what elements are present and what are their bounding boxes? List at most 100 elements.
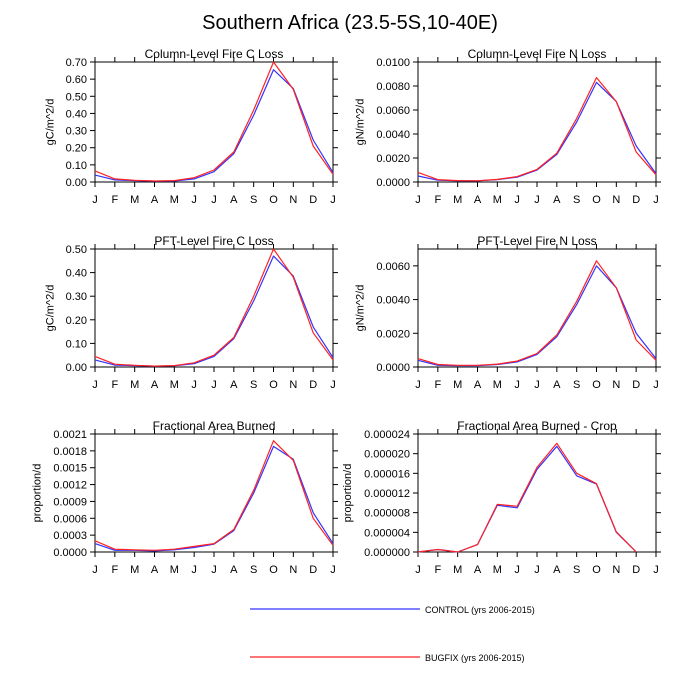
x-tick-label: O — [269, 564, 278, 576]
y-tick-label: 0.20 — [66, 143, 87, 155]
y-tick-label: 0.00 — [66, 177, 87, 189]
x-tick-label: S — [573, 564, 580, 576]
x-tick-label: J — [653, 379, 659, 391]
x-tick-label: A — [553, 379, 561, 391]
x-tick-label: A — [553, 194, 561, 206]
series-line-bugfix — [417, 76, 657, 182]
y-tick-label: 0.0000 — [376, 362, 410, 374]
x-tick-label: D — [309, 564, 317, 576]
y-tick-label: 0.20 — [66, 315, 87, 327]
x-tick-label: J — [191, 564, 197, 576]
series-line-control — [94, 69, 334, 182]
x-tick-label: J — [514, 194, 520, 206]
x-tick-label: J — [534, 564, 540, 576]
y-axis-label: gN/m^2/d — [355, 99, 367, 146]
legend: CONTROL (yrs 2006-2015) BUGFIX (yrs 2006-… — [250, 605, 535, 663]
y-tick-label: 0.0000 — [376, 177, 410, 189]
x-tick-label: J — [653, 564, 659, 576]
x-tick-label: F — [111, 194, 118, 206]
y-axis-label: gC/m^2/d — [44, 99, 56, 146]
x-tick-label: J — [92, 564, 98, 576]
x-tick-label: M — [453, 379, 462, 391]
x-tick-label: F — [434, 564, 441, 576]
series-line-bugfix — [417, 442, 637, 553]
series-line-control — [94, 255, 334, 367]
x-tick-label: J — [415, 194, 421, 206]
x-tick-label: J — [514, 379, 520, 391]
x-tick-label: D — [309, 194, 317, 206]
plot-frame — [417, 61, 657, 183]
y-axis-label: proportion/d — [342, 464, 354, 523]
series-line-bugfix — [417, 260, 657, 366]
x-tick-label: J — [415, 379, 421, 391]
y-tick-label: 0.000000 — [364, 547, 410, 559]
series-line-bugfix — [94, 440, 334, 551]
plot-frame — [94, 433, 334, 553]
y-tick-label: 0.000004 — [364, 527, 410, 539]
y-tick-label: 0.0060 — [376, 105, 410, 117]
series-line-bugfix — [94, 248, 334, 367]
legend-label-bugfix: BUGFIX (yrs 2006-2015) — [425, 653, 525, 663]
y-tick-label: 0.0021 — [53, 429, 87, 441]
series-line-control — [417, 265, 657, 367]
y-tick-label: 0.000012 — [364, 488, 410, 500]
y-tick-label: 0.50 — [66, 91, 87, 103]
x-tick-label: N — [289, 194, 297, 206]
y-tick-label: 0.000016 — [364, 468, 410, 480]
series-line-control — [94, 445, 334, 552]
y-tick-label: 0.0020 — [376, 153, 410, 165]
y-tick-label: 0.0003 — [53, 530, 87, 542]
x-tick-label: D — [632, 564, 640, 576]
x-tick-label: M — [493, 194, 502, 206]
x-tick-label: J — [92, 379, 98, 391]
y-tick-label: 0.60 — [66, 74, 87, 86]
y-tick-label: 0.0015 — [53, 463, 87, 475]
x-tick-label: J — [514, 564, 520, 576]
x-tick-label: F — [111, 564, 118, 576]
y-tick-label: 0.0006 — [53, 513, 87, 525]
figure-title: Southern Africa (23.5-5S,10-40E) — [202, 12, 498, 34]
x-tick-label: S — [250, 564, 257, 576]
x-tick-label: A — [230, 194, 238, 206]
legend-label-control: CONTROL (yrs 2006-2015) — [425, 605, 535, 615]
x-tick-label: M — [130, 564, 139, 576]
x-tick-label: J — [191, 194, 197, 206]
x-tick-label: M — [130, 379, 139, 391]
y-tick-label: 0.0020 — [376, 328, 410, 340]
x-tick-label: N — [289, 379, 297, 391]
x-tick-label: M — [493, 564, 502, 576]
plot-frame — [94, 248, 334, 368]
x-tick-label: S — [573, 379, 580, 391]
x-tick-label: A — [151, 379, 159, 391]
y-axis-label: proportion/d — [32, 464, 44, 523]
y-tick-label: 0.70 — [66, 57, 87, 69]
x-tick-label: J — [211, 379, 217, 391]
x-tick-label: J — [330, 564, 336, 576]
x-tick-label: J — [534, 379, 540, 391]
x-tick-label: A — [474, 564, 482, 576]
y-tick-label: 0.10 — [66, 160, 87, 172]
x-tick-label: J — [653, 194, 659, 206]
y-tick-label: 0.0080 — [376, 81, 410, 93]
x-tick-label: A — [230, 564, 238, 576]
y-tick-label: 0.0040 — [376, 129, 410, 141]
y-tick-label: 0.0000 — [53, 547, 87, 559]
chart-title: PFT-Level Fire C Loss — [154, 234, 273, 248]
x-tick-label: S — [573, 194, 580, 206]
plot-frame — [417, 433, 657, 553]
x-tick-label: N — [612, 194, 620, 206]
plot-frame — [417, 248, 657, 368]
y-tick-label: 0.0100 — [376, 57, 410, 69]
x-tick-label: J — [415, 564, 421, 576]
x-tick-label: J — [211, 194, 217, 206]
x-tick-label: N — [612, 379, 620, 391]
x-tick-label: D — [632, 379, 640, 391]
y-tick-label: 0.30 — [66, 291, 87, 303]
x-tick-label: M — [453, 564, 462, 576]
x-tick-label: M — [493, 379, 502, 391]
x-tick-label: O — [269, 379, 278, 391]
